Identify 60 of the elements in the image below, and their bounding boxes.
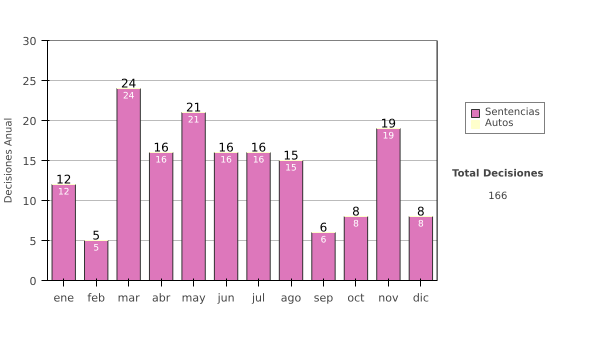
data-label: 16: [252, 156, 265, 166]
total-label: 8: [352, 204, 360, 218]
text: Total Decisiones: [452, 168, 544, 180]
x-tick-label: feb: [87, 292, 106, 304]
total-label: 24: [121, 76, 136, 90]
legend-label: Sentencias: [485, 107, 540, 118]
bar: [311, 232, 336, 280]
total-label: 6: [320, 220, 328, 234]
bar: [344, 216, 368, 280]
x-tick-label: oct: [347, 292, 366, 304]
bar: [181, 112, 206, 280]
bar: [116, 88, 141, 280]
total-label: 21: [186, 100, 202, 114]
data-label: 24: [122, 92, 135, 102]
y-tick-label: 25: [22, 75, 37, 88]
total-label: 12: [56, 172, 72, 186]
x-tick-label: sep: [314, 292, 334, 304]
bar: [376, 128, 401, 280]
x-tick-label: jul: [250, 292, 266, 304]
y-tick-label: 30: [22, 35, 37, 48]
data-label: 12: [58, 188, 70, 198]
data-label: 16: [220, 156, 232, 166]
x-tick-label: mar: [118, 292, 140, 304]
x-tick-label: abr: [152, 292, 171, 304]
y-axis-title: Decisiones Anual: [4, 118, 15, 204]
bar: [52, 184, 76, 280]
text: 166: [488, 190, 508, 202]
y-tick-label: 10: [22, 195, 37, 208]
y-tick-label: 0: [30, 275, 36, 288]
x-tick-label: ago: [280, 292, 302, 304]
bar: [408, 216, 434, 280]
data-label: 16: [155, 156, 168, 166]
y-tick-label: 20: [22, 115, 37, 128]
bar: [246, 152, 271, 280]
x-tick-label: jun: [216, 292, 235, 304]
data-label: 21: [188, 116, 200, 126]
data-label: 8: [418, 220, 424, 230]
y-tick-label: 5: [30, 235, 36, 248]
total-label: 8: [417, 204, 425, 218]
total-label: 16: [218, 140, 234, 154]
data-label: 15: [285, 164, 297, 174]
legend-label: Autos: [485, 118, 514, 129]
total-label: 19: [380, 116, 396, 130]
total-label: 5: [92, 228, 100, 242]
x-tick-label: dic: [412, 292, 429, 304]
data-label: 8: [353, 220, 360, 230]
data-label: 6: [320, 236, 327, 246]
data-label: 5: [93, 244, 100, 254]
x-tick-label: ene: [53, 292, 74, 304]
bar: [214, 152, 238, 280]
data-label: 19: [382, 132, 394, 142]
bar: [278, 160, 304, 280]
bar: [84, 240, 108, 280]
total-label: 16: [250, 140, 266, 154]
y-tick-label: 15: [22, 155, 37, 168]
total-label: 16: [154, 140, 169, 154]
x-tick-label: may: [182, 292, 206, 304]
bar: [148, 152, 174, 280]
total-label: 15: [283, 148, 299, 162]
x-tick-label: nov: [378, 292, 400, 304]
